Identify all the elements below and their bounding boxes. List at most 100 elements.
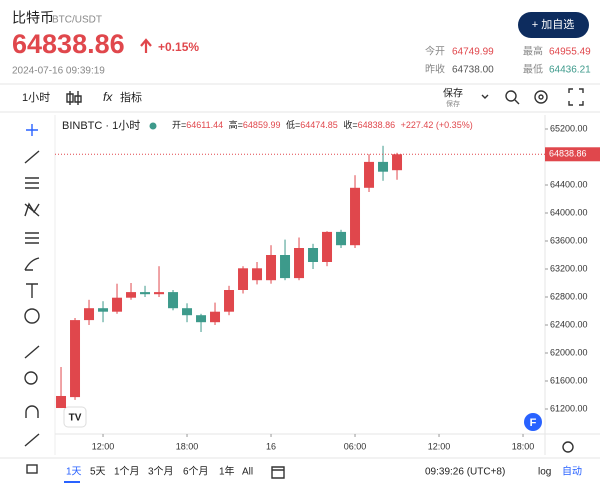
candle-body <box>224 290 235 312</box>
x-tick-label: 12:00 <box>92 441 115 451</box>
candle-body <box>280 255 291 279</box>
candle-body <box>112 297 123 312</box>
candle-body <box>182 308 193 316</box>
pattern-tool[interactable] <box>24 202 40 217</box>
line-tool[interactable] <box>24 150 40 164</box>
y-tick-label: 64000.00 <box>550 207 588 217</box>
candle-body <box>56 395 67 409</box>
legend-value: 64859.99 <box>243 120 281 130</box>
range-button[interactable]: 1年 <box>219 465 235 478</box>
range-button[interactable]: 1天 <box>66 467 82 478</box>
y-tick-label: 61200.00 <box>550 403 588 413</box>
log-toggle[interactable]: log <box>538 467 551 478</box>
zoom-tool[interactable] <box>24 371 38 385</box>
text-tool[interactable] <box>26 283 38 298</box>
x-tick-label: 06:00 <box>344 441 367 451</box>
candle-body <box>350 187 361 246</box>
candle-body <box>294 248 305 279</box>
stat-value: 64749.99 <box>452 47 494 58</box>
fib-tool[interactable] <box>25 177 39 189</box>
auto-toggle[interactable]: 自动 <box>562 465 582 478</box>
stat-value: 64436.21 <box>549 65 591 76</box>
legend-label: 开= <box>172 120 186 130</box>
axis-settings-icon[interactable] <box>562 441 574 453</box>
calendar-icon[interactable] <box>271 466 285 479</box>
fx-icon[interactable]: fx <box>103 90 113 104</box>
range-button[interactable]: 3个月 <box>148 466 174 478</box>
candle-body <box>126 292 137 298</box>
save-menu[interactable] <box>481 94 489 99</box>
save-sub: 保存 <box>446 99 460 108</box>
candle-body <box>308 248 319 262</box>
legend-label: 低= <box>286 119 300 130</box>
chart-type-icon[interactable] <box>66 91 82 105</box>
y-tick-label: 62400.00 <box>550 319 588 329</box>
save[interactable]: 保存 <box>443 87 463 100</box>
timestamp: 2024-07-16 09:39:19 <box>12 66 105 77</box>
add-watch-label[interactable]: + 加自选 <box>532 18 574 31</box>
x-tick-label: 18:00 <box>176 441 199 451</box>
fullscreen-icon[interactable] <box>568 88 584 106</box>
brush-tool[interactable] <box>24 257 40 271</box>
last-price-box <box>545 147 600 162</box>
candle-body <box>322 231 333 262</box>
range-button[interactable]: All <box>242 467 253 478</box>
stat-value: 64738.00 <box>452 65 494 76</box>
interval[interactable]: 1小时 <box>22 91 50 104</box>
legend-symbol: BINBTC · 1小时 <box>62 119 140 132</box>
y-tick-label: 65200.00 <box>550 123 588 133</box>
coin-name: 比特币 <box>12 10 54 26</box>
svg-text:TV: TV <box>69 413 82 424</box>
candle-body <box>336 231 347 246</box>
drawing-tools <box>24 124 40 474</box>
indicators[interactable]: 指标 <box>120 90 142 104</box>
up-arrow <box>140 38 152 53</box>
ohlc-legend: 开=64611.44 高=64859.99 低=64474.85 收=64838… <box>172 119 473 130</box>
change: +0.15% <box>158 40 199 54</box>
magnet-tool[interactable] <box>25 405 39 418</box>
projection-tool[interactable] <box>25 232 39 244</box>
tv-logo: TV <box>63 406 87 428</box>
candle-body <box>364 161 375 188</box>
zoom-icon[interactable] <box>505 90 517 102</box>
legend-change: +227.42 (+0.35%) <box>401 120 473 130</box>
candle-body <box>140 292 151 295</box>
y-tick-label: 62800.00 <box>550 291 588 301</box>
range-button[interactable]: 6个月 <box>183 466 209 478</box>
candle-body <box>392 154 403 171</box>
legend-value: 64474.85 <box>300 120 338 130</box>
price: 64838.86 <box>12 29 125 59</box>
ruler-tool[interactable] <box>24 345 40 359</box>
y-tick-label: 63200.00 <box>550 263 588 273</box>
y-tick-label: 63600.00 <box>550 235 588 245</box>
legend-value: 64838.86 <box>358 120 396 130</box>
candle-body <box>70 320 81 398</box>
stat-label: 最低 <box>523 63 543 76</box>
settings-icon-core <box>538 94 544 100</box>
emoji-tool[interactable] <box>24 308 40 324</box>
lock-drawing-tool[interactable] <box>24 433 40 447</box>
stat-label: 今开 <box>425 45 445 58</box>
f-badge[interactable] <box>524 413 542 431</box>
candle-body <box>378 161 389 172</box>
candle-body <box>154 292 165 295</box>
crosshair-tool[interactable] <box>26 124 38 136</box>
x-tick-label: 18:00 <box>512 441 535 451</box>
zoom-icon-handle <box>514 99 520 105</box>
stat-value: 64955.49 <box>549 47 591 58</box>
candle-body <box>210 311 221 323</box>
candle-body <box>84 308 95 321</box>
stat-label: 昨收 <box>425 63 445 76</box>
y-tick-label: 64400.00 <box>550 179 588 189</box>
lock-tool[interactable] <box>26 464 38 474</box>
add-watch-button[interactable] <box>518 12 589 38</box>
settings-icon[interactable] <box>534 90 548 104</box>
f-badge-label: F <box>530 417 537 429</box>
candle-body <box>266 255 277 281</box>
legend-label: 高= <box>229 119 243 130</box>
range-button[interactable]: 5天 <box>90 467 106 478</box>
y-tick-label: 61600.00 <box>550 375 588 385</box>
range-button[interactable]: 1个月 <box>114 466 140 478</box>
candle-body <box>168 292 179 309</box>
